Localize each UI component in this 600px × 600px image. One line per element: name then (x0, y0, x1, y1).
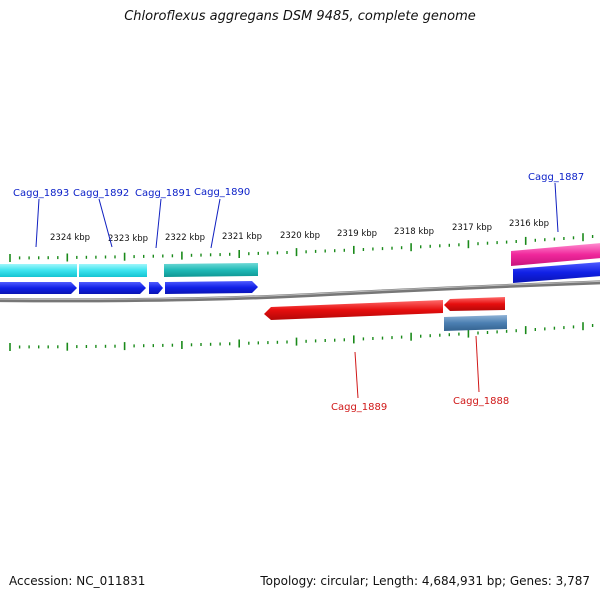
tick-label: 2316 kbp (509, 219, 549, 229)
gene-feature-cagg-1888-steel[interactable] (444, 315, 507, 331)
gene-label-cagg-1888[interactable]: Cagg_1888 (453, 396, 509, 407)
gene-label-cagg-1889[interactable]: Cagg_1889 (331, 402, 387, 413)
leader-lines (35, 182, 559, 399)
upper-tick-track (9, 233, 594, 262)
tick-label: 2321 kbp (222, 232, 262, 242)
reverse-features (264, 297, 507, 331)
gene-arrow-cagg-1891[interactable] (149, 282, 163, 294)
gene-arrow-cagg-1887[interactable] (513, 262, 600, 283)
gene-feature-cagg-1890-teal[interactable] (164, 263, 258, 277)
gene-feature-cagg-1892-cyan[interactable] (79, 264, 147, 277)
gene-label-cagg-1892[interactable]: Cagg_1892 (73, 188, 129, 199)
leader-line-cagg-1887 (554, 182, 559, 233)
gene-arrow-cagg-1893[interactable] (0, 282, 77, 294)
gene-arrow-cagg-1892[interactable] (79, 282, 146, 294)
gene-label-cagg-1887[interactable]: Cagg_1887 (528, 172, 584, 183)
gene-feature-cagg-1887-pink[interactable] (511, 243, 600, 266)
leader-line-cagg-1888 (475, 335, 480, 393)
leader-line-cagg-1893 (35, 198, 40, 248)
tick-label: 2324 kbp (50, 233, 90, 243)
forward-features (0, 243, 600, 294)
leader-line-cagg-1890 (210, 198, 221, 249)
gene-feature-cagg-1893-cyan[interactable] (0, 264, 77, 277)
gene-label-cagg-1893[interactable]: Cagg_1893 (13, 188, 69, 199)
leader-line-cagg-1889 (354, 351, 359, 399)
tick-label: 2317 kbp (452, 223, 492, 233)
tick-labels: 2324 kbp 2323 kbp 2322 kbp 2321 kbp 2320… (50, 219, 549, 244)
tick-label: 2320 kbp (280, 231, 320, 241)
map-title: Chloroflexus aggregans DSM 9485, complet… (124, 9, 476, 24)
gene-arrow-cagg-1890[interactable] (165, 281, 258, 294)
leader-line-cagg-1892 (98, 198, 113, 248)
gene-label-cagg-1890[interactable]: Cagg_1890 (194, 187, 250, 198)
gene-arrow-cagg-1888[interactable] (444, 297, 505, 311)
gene-labels: Cagg_1893 Cagg_1892 Cagg_1891 Cagg_1890 … (13, 172, 584, 413)
leader-line-cagg-1891 (155, 198, 162, 249)
lower-tick-track (9, 322, 594, 351)
gene-label-cagg-1891[interactable]: Cagg_1891 (135, 188, 191, 199)
gene-arrow-cagg-1889[interactable] (264, 300, 443, 320)
tick-label: 2323 kbp (108, 234, 148, 244)
tick-label: 2318 kbp (394, 227, 434, 237)
accession-text: Accession: NC_011831 (9, 574, 146, 588)
tick-label: 2322 kbp (165, 233, 205, 243)
tick-label: 2319 kbp (337, 229, 377, 239)
genome-summary-text: Topology: circular; Length: 4,684,931 bp… (260, 574, 590, 588)
genome-backbone (0, 280, 600, 303)
